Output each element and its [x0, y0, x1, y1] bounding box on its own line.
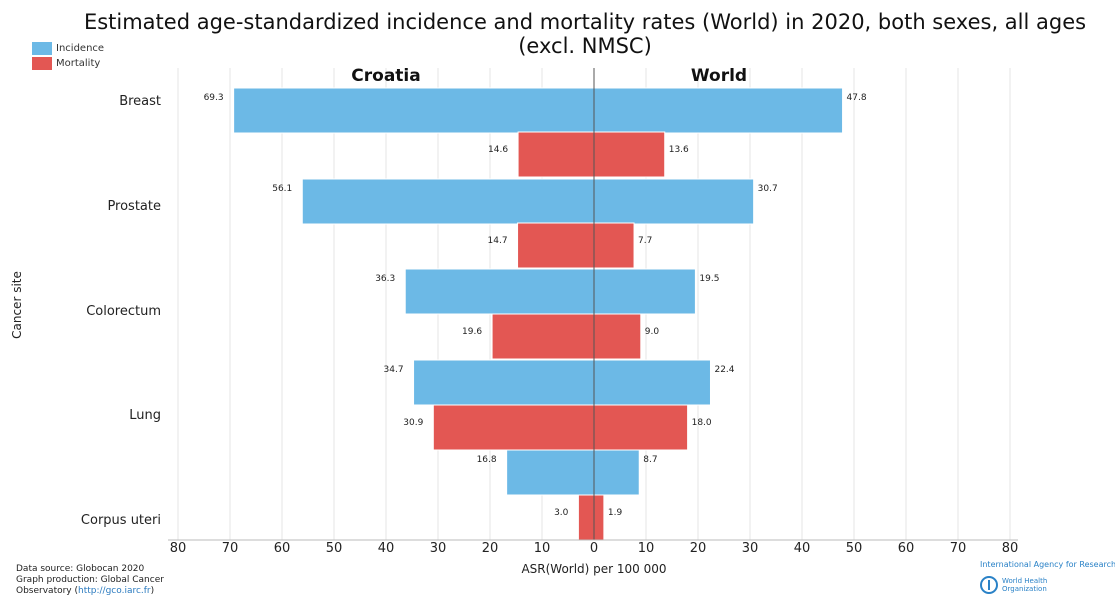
legend-swatch-mortality [32, 57, 52, 70]
incidence-value-right: 22.4 [714, 365, 734, 375]
x-tick-label: 40 [378, 541, 395, 556]
x-tick-label: 50 [326, 541, 343, 556]
x-tick-label: 10 [534, 541, 551, 556]
incidence-bar-right [593, 359, 711, 406]
x-tick-label: 70 [222, 541, 239, 556]
footer-observatory: Observatory (http://gco.iarc.fr) [16, 586, 155, 596]
incidence-value-right: 47.8 [847, 93, 867, 103]
gco-link[interactable]: http://gco.iarc.fr [78, 586, 151, 596]
x-tick-label: 20 [482, 541, 499, 556]
x-tick-label: 80 [1002, 541, 1019, 556]
panel-title-right: World [691, 66, 747, 86]
category-label: Lung [129, 408, 161, 423]
mortality-bar-right [593, 131, 666, 178]
legend: Incidence Mortality [32, 41, 104, 71]
incidence-value-left: 69.3 [204, 93, 224, 103]
mortality-bar-left [491, 313, 595, 360]
iarc-logo-text: International Agency for Research on Can… [980, 560, 1115, 569]
mortality-bar-left [517, 131, 595, 178]
x-tick-label: 70 [950, 541, 967, 556]
category-label: Corpus uteri [81, 513, 161, 528]
who-label-line2: Organization [1002, 585, 1047, 593]
mortality-bar-right [593, 494, 605, 541]
x-tick-label: 60 [274, 541, 291, 556]
legend-item-mortality: Mortality [32, 56, 104, 71]
text-layer: 80 70 60 50 40 30 20 10 0 10 20 30 40 50 60 70 80 Croatia… [10, 66, 1018, 576]
footer-graph-production: Graph production: Global Cancer [16, 575, 164, 585]
x-tick-label: 40 [794, 541, 811, 556]
incidence-value-right: 30.7 [758, 184, 778, 194]
incidence-bar-left [301, 178, 595, 225]
y-axis-label: Cancer site [10, 271, 24, 339]
incidence-bar-right [593, 268, 696, 315]
mortality-value-left: 30.9 [403, 418, 423, 428]
x-tick-label: 30 [430, 541, 447, 556]
incidence-value-right: 19.5 [699, 274, 719, 284]
incidence-value-left: 36.3 [375, 274, 395, 284]
legend-label-incidence: Incidence [56, 43, 105, 54]
x-axis-label: ASR(World) per 100 000 [521, 562, 666, 576]
mortality-bar-left [577, 494, 595, 541]
mortality-value-left: 14.6 [488, 145, 508, 155]
mortality-bar-right [593, 222, 635, 269]
mortality-value-right: 1.9 [608, 508, 623, 518]
x-tick-label: 80 [170, 541, 187, 556]
who-logo: World Health Organization [980, 576, 1047, 594]
mortality-value-right: 18.0 [692, 418, 712, 428]
category-label: Colorectum [86, 304, 161, 319]
incidence-bar-left [233, 87, 595, 134]
incidence-value-left: 16.8 [477, 455, 497, 465]
mortality-bar-left [432, 404, 595, 451]
mortality-bar-right [593, 404, 689, 451]
footer-data-source: Data source: Globocan 2020 [16, 564, 145, 574]
x-tick-label: 60 [898, 541, 915, 556]
who-label-line1: World Health [1002, 577, 1048, 585]
incidence-value-left: 34.7 [384, 365, 404, 375]
mortality-bar-left [517, 222, 595, 269]
x-tick-label: 10 [638, 541, 655, 556]
legend-item-incidence: Incidence [32, 41, 104, 56]
mortality-bar-right [593, 313, 642, 360]
incidence-bar-left [506, 449, 595, 496]
x-tick-label: 0 [590, 541, 598, 556]
mortality-value-left: 3.0 [554, 508, 569, 518]
incidence-bar-right [593, 178, 755, 225]
incidence-bar-right [593, 449, 640, 496]
mortality-value-right: 13.6 [669, 145, 689, 155]
x-tick-label: 50 [846, 541, 863, 556]
incidence-bar-left [404, 268, 595, 315]
x-tick-label: 30 [742, 541, 759, 556]
incidence-bar-right [593, 87, 844, 134]
category-label: Breast [119, 94, 161, 109]
mortality-value-left: 14.7 [488, 236, 508, 246]
mortality-value-right: 7.7 [638, 236, 652, 246]
legend-label-mortality: Mortality [56, 58, 101, 69]
category-label: Prostate [107, 199, 161, 214]
data-source-footer: Data source: Globocan 2020 Graph product… [16, 564, 176, 597]
who-emblem-icon [980, 576, 998, 594]
bar-layer [233, 87, 844, 541]
incidence-bar-left [413, 359, 595, 406]
panel-title-left: Croatia [351, 66, 420, 86]
mortality-value-right: 9.0 [645, 327, 660, 337]
incidence-value-right: 8.7 [643, 455, 657, 465]
incidence-value-left: 56.1 [272, 184, 292, 194]
legend-swatch-incidence [32, 42, 52, 55]
mortality-value-left: 19.6 [462, 327, 482, 337]
chart-title: Estimated age-standardized incidence and… [83, 10, 1087, 58]
x-tick-label: 20 [690, 541, 707, 556]
